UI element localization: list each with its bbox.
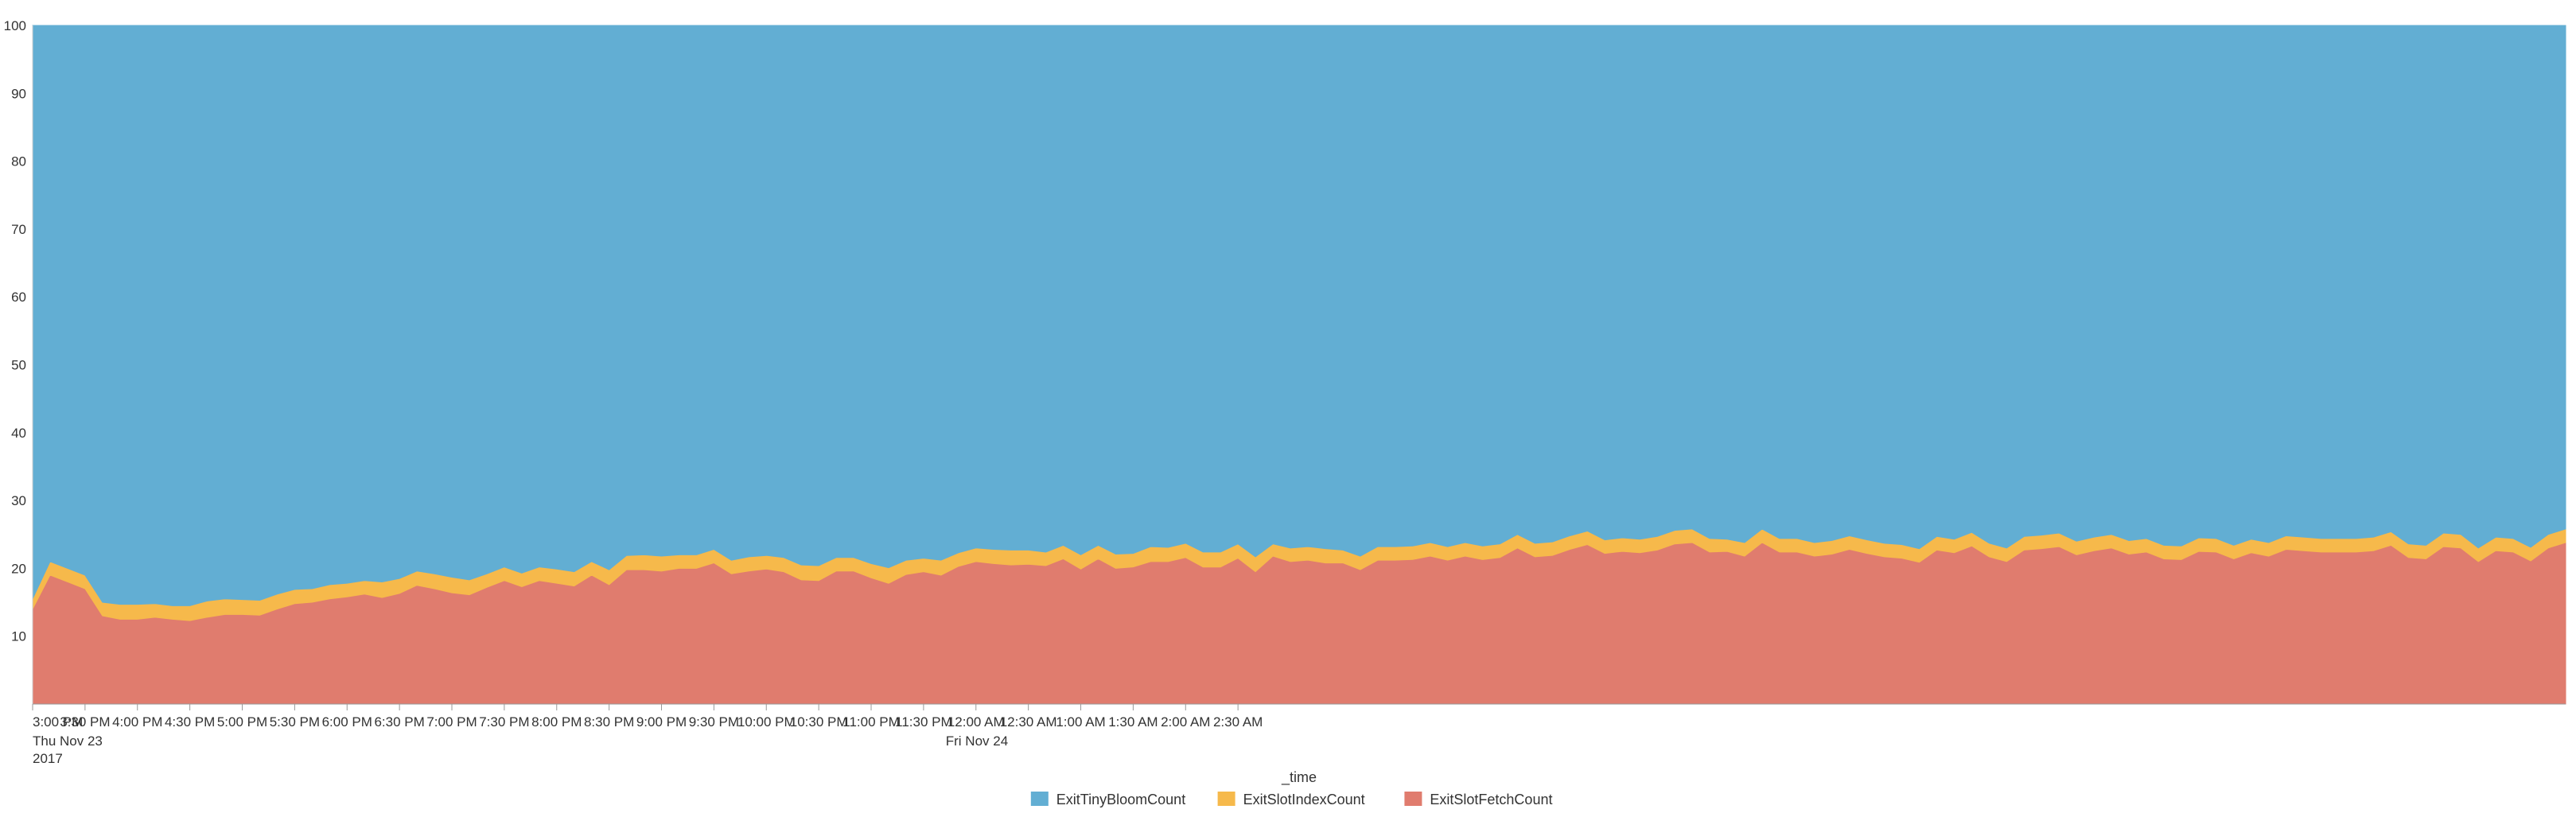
y-tick-label: 10 (11, 629, 26, 644)
x-tick-label: 5:00 PM (217, 714, 267, 730)
chart-plot-area (32, 25, 2566, 705)
x-tick-label: 2:30 AM (1213, 714, 1263, 730)
legend-label: ExitTinyBloomCount (1056, 792, 1185, 807)
x-tick-label: 6:00 PM (322, 714, 372, 730)
x-tick-label: 2:00 AM (1161, 714, 1210, 730)
y-axis: 10 20 30 40 50 60 70 80 90 100 (4, 18, 33, 704)
legend-item-ExitTinyBloomCount[interactable]: ExitTinyBloomCount (1030, 792, 1185, 807)
x-tick-label: 1:00 AM (1056, 714, 1105, 730)
x-tick-label: 4:00 PM (112, 714, 162, 730)
x-tick-label: 7:30 PM (479, 714, 529, 730)
y-tick-label: 60 (11, 290, 26, 305)
x-axis-title: _time (1281, 769, 1317, 786)
x-tick-label: 8:30 PM (584, 714, 634, 730)
x-tick-label: 4:30 PM (165, 714, 215, 730)
x-tick-sublabel: Fri Nov 24 (946, 733, 1008, 749)
y-tick-label: 100 (4, 18, 26, 33)
x-tick-label: 10:30 PM (790, 714, 848, 730)
y-tick-label: 50 (11, 358, 26, 373)
x-tick-label: 3:30 PM (60, 714, 110, 730)
x-tick-sublabel: Thu Nov 23 (33, 733, 103, 749)
y-tick-label: 30 (11, 493, 26, 508)
x-tick-label: 11:00 PM (842, 714, 900, 730)
x-tick-label: 10:00 PM (737, 714, 796, 730)
x-tick-label: 8:00 PM (531, 714, 582, 730)
legend: ExitTinyBloomCount ExitSlotIndexCount Exit… (1030, 792, 1552, 807)
series-area-ExitTinyBloomCount[interactable] (32, 25, 2566, 606)
x-tick-label: 5:30 PM (270, 714, 320, 730)
x-axis: 3:00 PM Thu Nov 23 2017 3:30 PM 4:00 PM 4:30 … (32, 703, 2566, 766)
y-tick-label: 80 (11, 154, 26, 169)
y-tick-label: 70 (11, 222, 26, 237)
legend-swatch (1217, 792, 1235, 806)
x-tick-label: 7:00 PM (426, 714, 477, 730)
x-tick-label: 11:30 PM (895, 714, 952, 730)
x-tick-label: 6:30 PM (374, 714, 424, 730)
legend-label: ExitSlotIndexCount (1243, 792, 1365, 807)
y-tick-label: 20 (11, 561, 26, 576)
x-tick-label: 9:30 PM (689, 714, 739, 730)
x-tick-label: 1:30 AM (1108, 714, 1158, 730)
x-tick-sublabel: 2017 (33, 751, 63, 766)
x-tick-label: 12:30 AM (1000, 714, 1057, 730)
legend-item-ExitSlotIndexCount[interactable]: ExitSlotIndexCount (1217, 792, 1365, 807)
legend-swatch (1030, 792, 1049, 806)
legend-swatch (1404, 792, 1422, 806)
legend-item-ExitSlotFetchCount[interactable]: ExitSlotFetchCount (1404, 792, 1552, 807)
x-tick-label: 12:00 AM (948, 714, 1005, 730)
y-tick-label: 40 (11, 426, 26, 441)
x-tick-label: 9:00 PM (636, 714, 687, 730)
y-tick-label: 90 (11, 86, 26, 101)
legend-label: ExitSlotFetchCount (1430, 792, 1552, 807)
x-tick-label: 3:00 PM (33, 714, 83, 730)
